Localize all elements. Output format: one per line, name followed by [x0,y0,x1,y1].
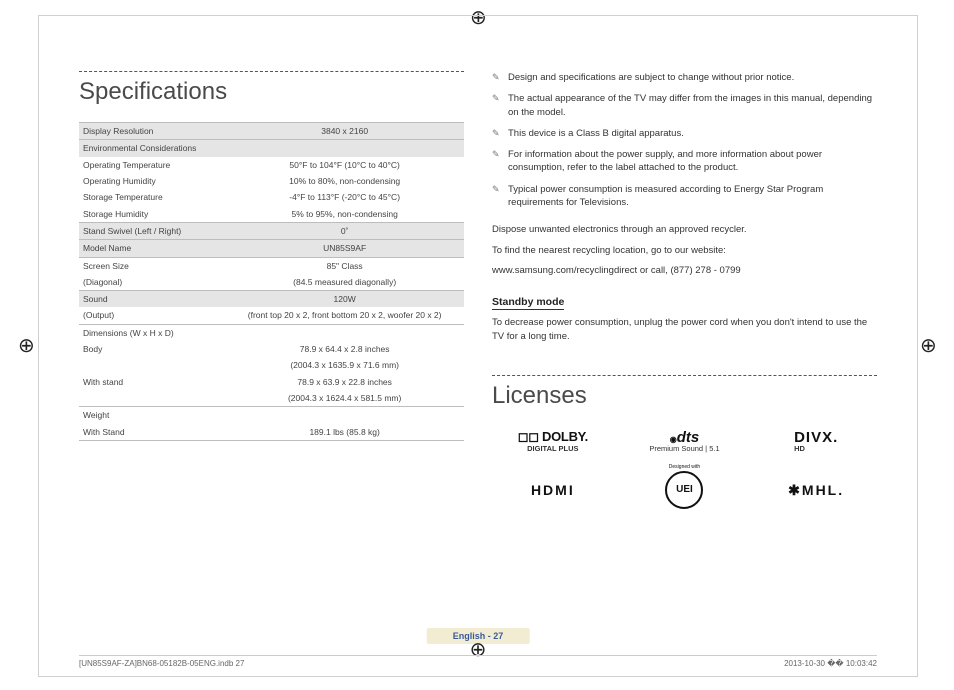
uei-text: UEI [676,485,693,496]
spec-value: -4°F to 113°F (-20°C to 45°C) [225,189,464,205]
spec-label: Dimensions (W x H x D) [79,324,225,341]
spec-label: Stand Swivel (Left / Right) [79,222,225,239]
uei-logo: Designed with UEI [665,471,703,509]
spec-value [225,407,464,424]
spec-value: 50°F to 104°F (10°C to 40°C) [225,157,464,173]
spec-label: Body [79,341,225,357]
note-item: The actual appearance of the TV may diff… [492,92,877,119]
divx-logo-main: DIVX. [794,429,838,446]
spec-value: 10% to 80%, non-condensing [225,173,464,189]
notes-list: Design and specifications are subject to… [492,71,877,209]
licenses-logos-grid: ◻◻ DOLBY. DIGITAL PLUS ◉dts Premium Soun… [492,430,877,510]
spec-label: Model Name [79,240,225,257]
note-item: Design and specifications are subject to… [492,71,877,84]
spec-value [225,140,464,157]
spec-label: Weight [79,407,225,424]
spec-value: 3840 x 2160 [225,123,464,140]
licenses-title: Licenses [492,375,877,412]
page-frame: Specifications Display Resolution3840 x … [38,15,918,677]
spec-value: (84.5 measured diagonally) [225,274,464,291]
spec-value: (2004.3 x 1635.9 x 71.6 mm) [225,357,464,373]
spec-value: UN85S9AF [225,240,464,257]
registration-mark-icon: ⊕ [920,336,937,356]
spec-label: Storage Humidity [79,206,225,223]
right-column: Design and specifications are subject to… [492,71,877,509]
standby-heading: Standby mode [492,296,564,310]
spec-label: Sound [79,291,225,308]
hdmi-logo: HDMI [531,483,575,498]
uei-designed: Designed with [669,465,700,470]
spec-value: 5% to 95%, non-condensing [225,206,464,223]
spec-value: 120W [225,291,464,308]
spec-value: 0˚ [225,222,464,239]
divx-logo-sub: HD [794,445,838,453]
spec-label: Operating Temperature [79,157,225,173]
dts-logo: ◉dts Premium Sound | 5.1 [649,430,719,454]
spec-label: Display Resolution [79,123,225,140]
spec-value: 78.9 x 64.4 x 2.8 inches [225,341,464,357]
dispose-text-2: To find the nearest recycling location, … [492,244,877,258]
print-footer-left: [UN85S9AF-ZA]BN68-05182B-05ENG.indb 27 [79,659,244,668]
dts-logo-main: dts [677,429,700,446]
dispose-text-3: www.samsung.com/recyclingdirect or call,… [492,264,877,278]
print-footer: [UN85S9AF-ZA]BN68-05182B-05ENG.indb 27 2… [79,655,877,668]
spec-label: With stand [79,374,225,390]
spec-label: Screen Size [79,257,225,274]
spec-label [79,357,225,373]
note-item: This device is a Class B digital apparat… [492,127,877,140]
spec-label: With Stand [79,424,225,441]
divx-logo: DIVX. HD [794,430,838,454]
note-item: For information about the power supply, … [492,148,877,175]
dispose-text-1: Dispose unwanted electronics through an … [492,223,877,237]
spec-value: 78.9 x 63.9 x 22.8 inches [225,374,464,390]
registration-mark-icon: ⊕ [18,336,35,356]
spec-label: Operating Humidity [79,173,225,189]
specifications-title: Specifications [79,71,464,108]
spec-label: (Output) [79,307,225,324]
spec-value: 85" Class [225,257,464,274]
dolby-logo-sub: DIGITAL PLUS [518,445,588,453]
dts-logo-sub: Premium Sound | 5.1 [649,445,719,453]
dolby-logo: ◻◻ DOLBY. DIGITAL PLUS [518,430,588,452]
spec-label: (Diagonal) [79,274,225,291]
spec-value: 189.1 lbs (85.8 kg) [225,424,464,441]
spec-value [225,324,464,341]
specifications-table: Display Resolution3840 x 2160Environment… [79,122,464,441]
dolby-logo-main: ◻◻ DOLBY. [518,429,588,444]
left-column: Specifications Display Resolution3840 x … [79,71,464,509]
note-item: Typical power consumption is measured ac… [492,183,877,210]
spec-value: (front top 20 x 2, front bottom 20 x 2, … [225,307,464,324]
mhl-logo: ✱MHL. [788,483,844,498]
spec-value: (2004.3 x 1624.4 x 581.5 mm) [225,390,464,407]
spec-label [79,390,225,407]
spec-label: Storage Temperature [79,189,225,205]
standby-text: To decrease power consumption, unplug th… [492,316,877,345]
print-footer-right: 2013-10-30 �� 10:03:42 [784,659,877,668]
spec-label: Environmental Considerations [79,140,225,157]
